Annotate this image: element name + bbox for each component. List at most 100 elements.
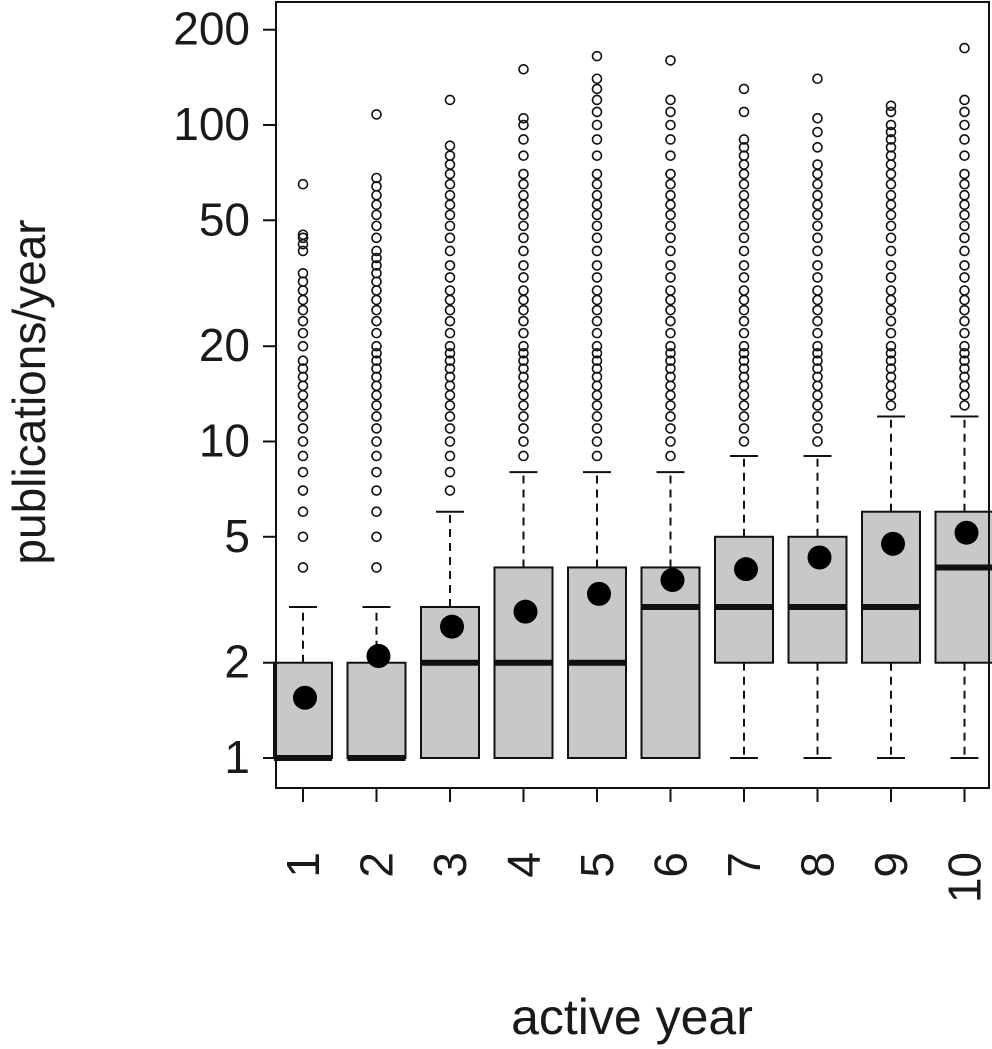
- y-tick-label: 1: [224, 731, 250, 783]
- outlier-point: [885, 400, 897, 411]
- outlier-point: [665, 285, 676, 296]
- outlier-point: [444, 220, 456, 232]
- outlier-point: [518, 355, 529, 367]
- box-group-7: [714, 83, 774, 759]
- mean-marker: [366, 644, 391, 669]
- outlier-point: [738, 209, 750, 221]
- outlier-point: [518, 189, 529, 201]
- outlier-point: [812, 260, 823, 271]
- box-group-9: [861, 100, 921, 759]
- outlier-point: [738, 199, 750, 210]
- outlier-point: [444, 245, 456, 257]
- outlier-point: [518, 400, 529, 411]
- outlier-point: [738, 178, 750, 190]
- outlier-point: [738, 220, 750, 232]
- outlier-point: [738, 189, 750, 201]
- outlier-point: [518, 134, 529, 145]
- outlier-point: [738, 142, 750, 153]
- outlier-point: [444, 209, 456, 221]
- outlier-point: [518, 272, 529, 283]
- mean-marker: [734, 557, 758, 582]
- outlier-point: [591, 347, 603, 359]
- outlier-point: [885, 363, 897, 374]
- outlier-point: [297, 389, 309, 401]
- outlier-point: [885, 142, 897, 153]
- x-tick-label: 9: [865, 852, 917, 878]
- y-tick-label: 20: [199, 319, 250, 371]
- outlier-point: [518, 294, 529, 306]
- x-tick-label: 7: [718, 852, 770, 878]
- mean-marker: [587, 581, 611, 606]
- outlier-point: [297, 304, 309, 316]
- outlier-point: [665, 232, 676, 244]
- outlier-point: [371, 245, 382, 257]
- outlier-point: [444, 355, 456, 367]
- outlier-point: [518, 304, 529, 316]
- outlier-point: [444, 304, 456, 316]
- outlier-point: [738, 340, 750, 352]
- outlier-point: [959, 272, 970, 283]
- outlier-point: [885, 315, 897, 327]
- outlier-point: [738, 327, 750, 339]
- outlier-point: [812, 209, 823, 221]
- outlier-point: [812, 199, 823, 210]
- outlier-point: [591, 389, 603, 401]
- outlier-point: [371, 450, 382, 462]
- outlier-point: [959, 209, 970, 221]
- x-tick-label: 1: [277, 852, 329, 878]
- outlier-point: [959, 199, 970, 210]
- outlier-point: [812, 400, 823, 411]
- outlier-point: [885, 178, 897, 190]
- outlier-point: [959, 355, 970, 367]
- outlier-point: [591, 50, 603, 62]
- outlier-point: [518, 245, 529, 257]
- outlier-point: [885, 126, 897, 138]
- outlier-point: [959, 400, 970, 411]
- outlier-point: [591, 450, 603, 462]
- outlier-point: [885, 260, 897, 271]
- outlier-point: [371, 423, 382, 434]
- outlier-point: [371, 436, 382, 447]
- outlier-point: [297, 245, 309, 257]
- outlier-point: [444, 285, 456, 296]
- outlier-point: [518, 232, 529, 244]
- mean-marker: [881, 531, 905, 556]
- box-iqr: [346, 661, 407, 759]
- outlier-point: [444, 94, 456, 106]
- outlier-point: [591, 106, 603, 118]
- outlier-point: [959, 315, 970, 327]
- outlier-point: [885, 106, 897, 118]
- outlier-point: [812, 363, 823, 374]
- outlier-point: [665, 400, 676, 411]
- x-axis: 1 2 3 4 5 6 7 8 9 10: [277, 788, 991, 903]
- outlier-point: [812, 220, 823, 232]
- outlier-point: [444, 168, 456, 180]
- outlier-point: [885, 355, 897, 367]
- outlier-point: [665, 436, 676, 447]
- outlier-point: [885, 340, 897, 352]
- box-group-8: [787, 73, 848, 759]
- box-group-2: [346, 109, 407, 761]
- outlier-point: [518, 389, 529, 401]
- outlier-point: [297, 267, 309, 279]
- outlier-point: [959, 134, 970, 145]
- outlier-point: [738, 315, 750, 327]
- outlier-point: [665, 178, 676, 190]
- outlier-point: [518, 260, 529, 271]
- outlier-point: [371, 294, 382, 306]
- outlier-point: [591, 340, 603, 352]
- outlier-point: [738, 347, 750, 359]
- outlier-point: [738, 168, 750, 180]
- outlier-point: [444, 363, 456, 374]
- outlier-point: [444, 272, 456, 283]
- outlier-point: [444, 260, 456, 271]
- outlier-point: [885, 272, 897, 283]
- outlier-point: [591, 285, 603, 296]
- outlier-point: [297, 294, 309, 306]
- outlier-point: [591, 245, 603, 257]
- mean-marker: [513, 599, 538, 624]
- outlier-point: [371, 400, 382, 411]
- outlier-point: [738, 232, 750, 244]
- outlier-point: [591, 363, 603, 374]
- box-iqr: [640, 566, 701, 759]
